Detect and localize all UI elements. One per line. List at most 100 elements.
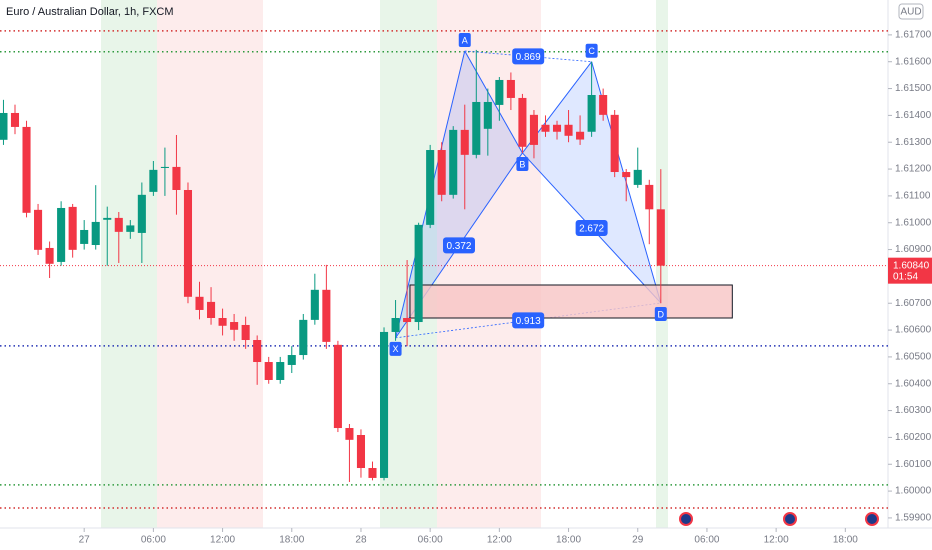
- countdown-label: 01:54: [893, 271, 918, 282]
- candle-body: [356, 435, 366, 469]
- x-tick-label: 18:00: [279, 535, 304, 546]
- candle-body: [391, 318, 400, 332]
- candle-body: [195, 296, 204, 310]
- y-tick-label: 1.59900: [895, 513, 932, 524]
- candle-body: [345, 428, 354, 440]
- candle-body: [91, 221, 100, 246]
- point-label: A: [462, 35, 468, 45]
- x-tick-label: 18:00: [833, 535, 858, 546]
- candle-body: [656, 209, 665, 266]
- candle-body: [633, 169, 642, 185]
- x-tick-label: 29: [632, 535, 644, 546]
- ratio-label: 2.672: [579, 224, 604, 235]
- ratio-label: 0.869: [516, 52, 541, 63]
- last-price-tag: [888, 257, 932, 284]
- y-tick-label: 1.61500: [895, 83, 932, 94]
- point-badge: [516, 156, 529, 171]
- candle-body: [22, 126, 31, 213]
- y-tick-label: 1.61300: [895, 137, 932, 148]
- candle-body: [183, 189, 193, 297]
- candle-body: [472, 101, 481, 155]
- candle-body: [230, 322, 239, 330]
- ratio-badge: [512, 48, 545, 65]
- candle-body: [587, 94, 596, 132]
- x-tick-label: 06:00: [694, 535, 719, 546]
- candle-body: [564, 124, 573, 136]
- candle-body: [207, 301, 216, 318]
- candle-body: [622, 172, 631, 178]
- y-tick-label: 1.60700: [895, 298, 932, 309]
- session-band: [101, 0, 157, 528]
- ratio-badge: [512, 312, 545, 329]
- candle-body: [299, 319, 308, 356]
- candle-body: [403, 318, 412, 323]
- y-tick-label: 1.61000: [895, 217, 932, 228]
- y-tick-label: 1.61700: [895, 30, 932, 41]
- currency-box[interactable]: [898, 3, 924, 20]
- x-tick-label: 18:00: [556, 535, 581, 546]
- ratio-badge: [442, 237, 475, 254]
- candle-body: [495, 79, 504, 105]
- y-tick-label: 1.60900: [895, 244, 932, 255]
- y-tick-label: 1.60200: [895, 432, 932, 443]
- candle-body: [610, 114, 619, 173]
- event-icon[interactable]: [783, 512, 797, 526]
- candle-body: [506, 79, 515, 98]
- x-tick-label: 12:00: [487, 535, 512, 546]
- session-band: [437, 0, 541, 528]
- candle-body: [310, 289, 319, 320]
- candle-body: [379, 331, 389, 478]
- candle-body: [368, 468, 377, 478]
- candle-body: [126, 225, 135, 232]
- x-tick-label: 28: [355, 535, 367, 546]
- candle-body: [576, 131, 585, 140]
- candle-body: [57, 207, 66, 262]
- event-icon[interactable]: [679, 512, 693, 526]
- candle-body: [172, 166, 181, 190]
- y-tick-label: 1.60000: [895, 486, 932, 497]
- point-label: B: [519, 159, 525, 169]
- y-tick-label: 1.60500: [895, 352, 932, 363]
- candle-body: [34, 209, 43, 250]
- y-tick-label: 1.60300: [895, 405, 932, 416]
- candle-body: [160, 166, 169, 168]
- point-badge: [585, 43, 598, 58]
- point-label: D: [658, 309, 665, 319]
- candle-body: [518, 97, 527, 147]
- chart-title: Euro / Australian Dollar, 1h, FXCM: [6, 6, 174, 18]
- candle-body: [80, 229, 89, 244]
- pattern-leg: [464, 50, 523, 154]
- x-tick-label: 06:00: [141, 535, 166, 546]
- y-tick-label: 1.61600: [895, 56, 932, 67]
- candle-body: [414, 224, 423, 323]
- y-tick-label: 1.61200: [895, 164, 932, 175]
- pattern-diagonal: [464, 50, 592, 63]
- zone: [409, 284, 733, 319]
- candle-body: [10, 112, 20, 127]
- candle-body: [333, 344, 342, 429]
- ratio-badge: [575, 219, 608, 236]
- candle-body: [552, 124, 562, 132]
- y-tick-label: 1.61400: [895, 110, 932, 121]
- candle-body: [449, 129, 458, 195]
- candle-body: [218, 318, 227, 326]
- candle-body: [68, 206, 77, 250]
- y-tick-label: 1.60100: [895, 459, 932, 470]
- candle-body: [45, 247, 54, 264]
- session-band: [157, 0, 263, 528]
- candle-body: [253, 340, 262, 363]
- point-badge: [389, 341, 402, 356]
- candle-body: [137, 194, 146, 233]
- candle-body: [599, 94, 608, 115]
- y-tick-label: 1.60400: [895, 378, 932, 389]
- x-tick-label: 27: [79, 535, 91, 546]
- event-icon[interactable]: [865, 512, 879, 526]
- last-price-label: 1.60840: [893, 260, 930, 271]
- candle-body: [645, 184, 654, 210]
- candle-body: [460, 129, 469, 155]
- x-tick-label: 12:00: [210, 535, 235, 546]
- candle-body: [322, 289, 331, 342]
- x-tick-label: 06:00: [418, 535, 443, 546]
- x-tick-label: 12:00: [764, 535, 789, 546]
